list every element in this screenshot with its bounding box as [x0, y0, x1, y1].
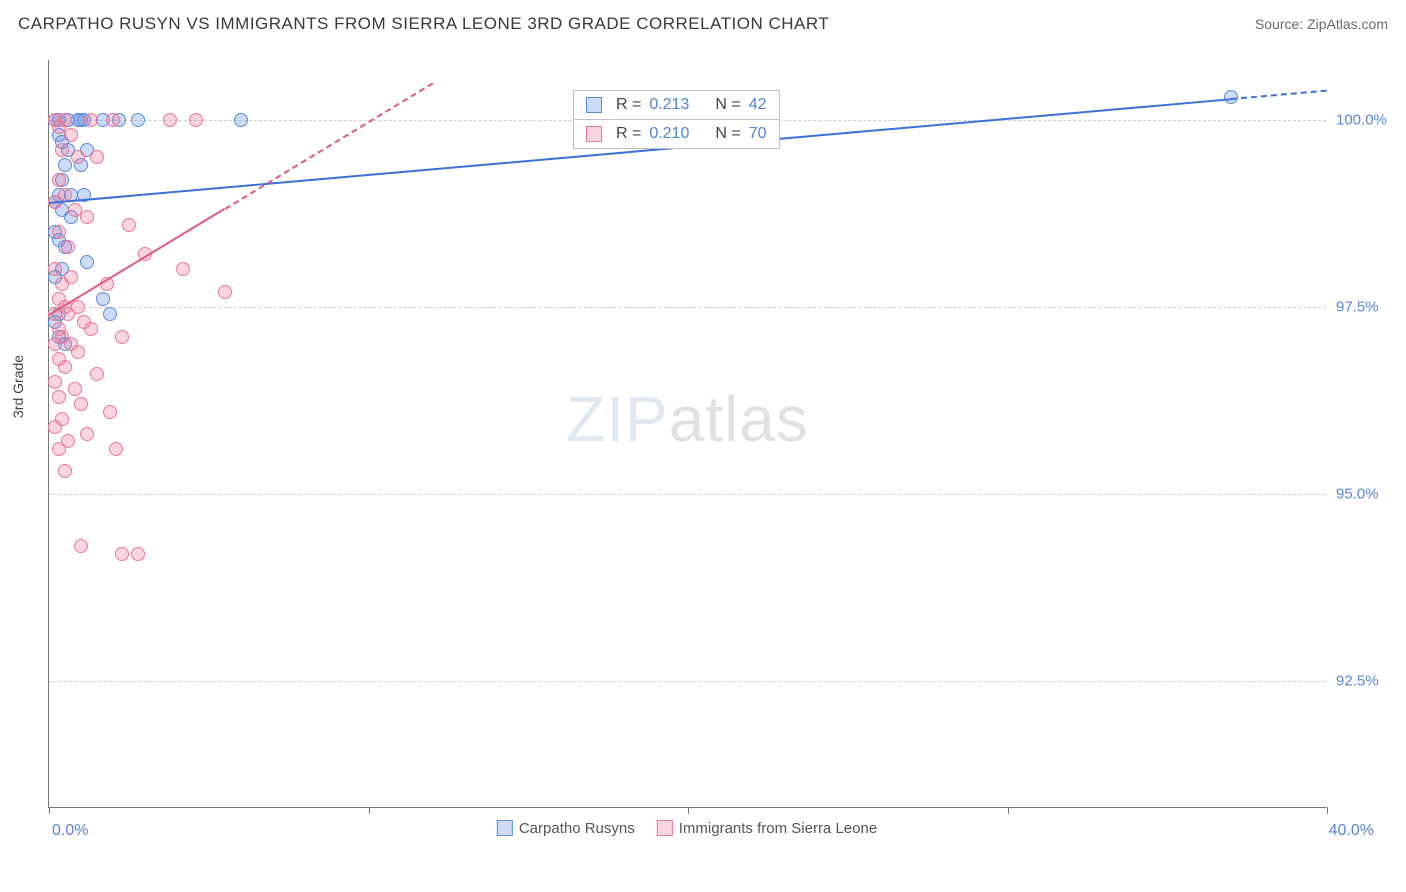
x-min-label: 0.0% — [52, 822, 88, 840]
scatter-point — [52, 173, 66, 187]
legend-r-value: 0.210 — [649, 125, 689, 143]
scatter-point — [48, 420, 62, 434]
scatter-point — [55, 143, 69, 157]
scatter-point — [189, 113, 203, 127]
scatter-point — [68, 203, 82, 217]
scatter-point — [131, 547, 145, 561]
legend-series-label: Immigrants from Sierra Leone — [679, 820, 877, 837]
x-tick — [688, 807, 689, 814]
scatter-point — [71, 150, 85, 164]
scatter-point — [103, 307, 117, 321]
scatter-point — [80, 210, 94, 224]
x-tick — [1327, 807, 1328, 814]
y-axis-label: 3rd Grade — [10, 355, 26, 418]
x-max-label: 40.0% — [1329, 822, 1374, 840]
scatter-point — [58, 360, 72, 374]
scatter-point — [163, 113, 177, 127]
scatter-point — [80, 255, 94, 269]
scatter-point — [52, 442, 66, 456]
watermark-part1: ZIP — [566, 383, 669, 455]
legend-swatch — [586, 126, 602, 142]
scatter-point — [122, 218, 136, 232]
scatter-point — [61, 307, 75, 321]
scatter-point — [52, 225, 66, 239]
scatter-point — [58, 464, 72, 478]
x-tick — [369, 807, 370, 814]
legend-r-label: R = — [616, 125, 641, 143]
scatter-point — [131, 113, 145, 127]
scatter-point — [52, 120, 66, 134]
chart-source: Source: ZipAtlas.com — [1255, 16, 1388, 32]
chart-container: 3rd Grade ZIPatlas 92.5%95.0%97.5%100.0%… — [18, 48, 1388, 848]
stats-legend-row: R = 0.210 N = 70 — [574, 120, 779, 148]
scatter-point — [234, 113, 248, 127]
trend-line-dashed — [224, 83, 433, 210]
watermark-part2: atlas — [669, 383, 809, 455]
scatter-point — [48, 375, 62, 389]
gridline-h — [49, 681, 1326, 682]
scatter-point — [176, 262, 190, 276]
legend-swatch — [586, 97, 602, 113]
y-tick-label: 92.5% — [1336, 672, 1398, 689]
legend-n-label: N = — [715, 125, 740, 143]
stats-legend-row: R = 0.213 N = 42 — [574, 91, 779, 120]
scatter-point — [74, 539, 88, 553]
trend-line — [48, 208, 225, 316]
scatter-point — [96, 292, 110, 306]
watermark: ZIPatlas — [566, 382, 809, 456]
y-tick-label: 95.0% — [1336, 485, 1398, 502]
scatter-point — [48, 262, 62, 276]
legend-r-value: 0.213 — [649, 96, 689, 114]
x-tick — [1008, 807, 1009, 814]
scatter-point — [218, 285, 232, 299]
bottom-legend-item: Carpatho Rusyns — [497, 820, 635, 837]
plot-area: ZIPatlas 92.5%95.0%97.5%100.0%R =0.213N … — [48, 60, 1326, 808]
scatter-point — [109, 442, 123, 456]
bottom-legend-item: Immigrants from Sierra Leone — [657, 820, 877, 837]
y-tick-label: 97.5% — [1336, 298, 1398, 315]
scatter-point — [106, 113, 120, 127]
legend-swatch — [657, 820, 673, 836]
x-tick — [49, 807, 50, 814]
legend-n-label: N = — [715, 96, 740, 114]
scatter-point — [115, 547, 129, 561]
gridline-h — [49, 307, 1326, 308]
scatter-point — [48, 337, 62, 351]
scatter-point — [84, 113, 98, 127]
legend-r-label: R = — [616, 96, 641, 114]
chart-header: CARPATHO RUSYN VS IMMIGRANTS FROM SIERRA… — [0, 0, 1406, 44]
gridline-h — [49, 494, 1326, 495]
legend-series-label: Carpatho Rusyns — [519, 820, 635, 837]
scatter-point — [61, 240, 75, 254]
chart-title: CARPATHO RUSYN VS IMMIGRANTS FROM SIERRA… — [18, 14, 829, 34]
scatter-point — [55, 277, 69, 291]
legend-n-value: 70 — [749, 125, 767, 143]
scatter-point — [71, 345, 85, 359]
bottom-legend: Carpatho Rusyns Immigrants from Sierra Le… — [497, 820, 877, 837]
scatter-point — [52, 390, 66, 404]
scatter-point — [80, 427, 94, 441]
scatter-point — [68, 382, 82, 396]
scatter-point — [103, 405, 117, 419]
trend-line-dashed — [1231, 90, 1327, 100]
scatter-point — [90, 367, 104, 381]
legend-n-value: 42 — [749, 96, 767, 114]
scatter-point — [84, 322, 98, 336]
stats-legend: R = 0.213 N = 42 R = 0.210 N = 70 — [573, 90, 780, 149]
scatter-point — [90, 150, 104, 164]
scatter-point — [64, 128, 78, 142]
legend-swatch — [497, 820, 513, 836]
scatter-point — [58, 158, 72, 172]
y-tick-label: 100.0% — [1336, 111, 1398, 128]
x-axis-row: 0.0% Carpatho Rusyns Immigrants from Sier… — [48, 818, 1326, 846]
scatter-point — [115, 330, 129, 344]
scatter-point — [74, 397, 88, 411]
